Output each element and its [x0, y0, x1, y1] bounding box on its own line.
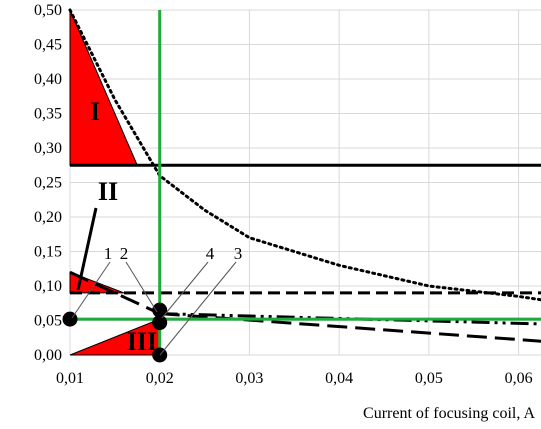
regions-layer: [69, 9, 161, 356]
callout-label: 1: [104, 244, 113, 263]
y-tick-label: 0,20: [34, 209, 62, 226]
series-line-6: [159, 312, 541, 326]
x-tick-label: 0,06: [505, 370, 533, 387]
y-tick-label: 0,35: [34, 106, 62, 123]
y-tick-label: 0,40: [34, 71, 62, 88]
y-tick-label: 0,05: [34, 313, 62, 330]
callout-leader: [125, 261, 158, 313]
y-tick-label: 0,30: [34, 140, 62, 157]
callout-label: 3: [234, 244, 243, 263]
x-tick-label: 0,05: [415, 370, 443, 387]
y-tick-label: 0,00: [34, 347, 62, 364]
data-marker: [152, 315, 168, 331]
y-tick-label: 0,10: [34, 278, 62, 295]
series-line-1: [68, 8, 541, 302]
x-tick-label: 0,01: [56, 370, 84, 387]
y-tick-label: 0,25: [34, 175, 62, 192]
callout-label: 4: [206, 244, 215, 263]
x-tick-label: 0,04: [325, 370, 353, 387]
callout-leader: [71, 261, 111, 319]
x-tick-label: 0,02: [146, 370, 174, 387]
region-label: I: [90, 97, 100, 126]
tick-labels: 0,00 0,05 0,10 0,15 0,20 0,25 0,30 0,35 0,40 0,45…: [34, 2, 533, 387]
data-marker: [152, 302, 168, 318]
grid-lines: [69, 9, 541, 356]
y-tick-label: 0,50: [34, 2, 62, 19]
region-ii-pointer: [76, 207, 98, 291]
x-tick-label: 0,03: [235, 370, 263, 387]
region-label: II: [98, 177, 118, 206]
callout-leader: [159, 261, 237, 356]
y-tick-label: 0,45: [34, 37, 62, 54]
x-axis-label: Current of focusing coil, A: [363, 405, 535, 422]
region-label: III: [127, 327, 157, 356]
y-tick-label: 0,15: [34, 244, 62, 261]
series-layer: [68, 8, 541, 355]
series-line-4: [69, 270, 161, 315]
callout-label: 2: [120, 244, 129, 263]
callout-leader: [161, 261, 209, 319]
